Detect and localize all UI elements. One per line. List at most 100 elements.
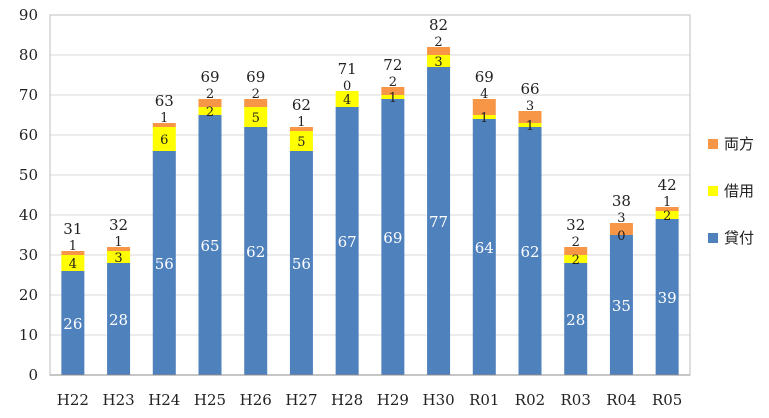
bar-label-R04-series-0: 35 (612, 297, 631, 315)
bar-label-R04-series-2: 3 (617, 211, 625, 226)
y-tick-label-60: 60 (19, 126, 38, 144)
bar-label-R05-series-0: 39 (658, 289, 677, 307)
x-tick-label-H29: H29 (377, 391, 409, 409)
plot-area-border (49, 14, 691, 376)
total-label-H29: 72 (383, 56, 402, 74)
bar-H26-series-0 (244, 127, 268, 375)
bars-layer (61, 47, 679, 375)
x-tick-label-R02: R02 (515, 391, 545, 409)
bar-label-H29-series-0: 69 (383, 229, 402, 247)
bar-R05-series-2 (655, 207, 679, 211)
y-tick-label-20: 20 (19, 286, 38, 304)
x-tick-label-H22: H22 (57, 391, 89, 409)
total-label-H22: 31 (63, 220, 82, 238)
bar-label-H28-series-2: 0 (343, 79, 351, 94)
bar-H24-series-1 (152, 127, 176, 151)
bar-R03-series-1 (564, 255, 588, 263)
y-tick-label-10: 10 (19, 326, 38, 344)
bar-label-H26-series-2: 2 (252, 87, 260, 102)
bar-R05-series-0 (655, 219, 679, 375)
bar-R03-series-0 (564, 263, 588, 375)
total-label-H24: 63 (155, 92, 174, 110)
bar-label-H25-series-2: 2 (206, 87, 214, 102)
bar-label-R02-series-1: 1 (526, 119, 534, 134)
x-tick-label-H27: H27 (285, 391, 317, 409)
x-tick-label-R01: R01 (469, 391, 499, 409)
legend-swatch-1 (708, 186, 718, 196)
bar-label-R04-series-1: 0 (617, 229, 625, 244)
bar-R01-series-0 (472, 119, 496, 375)
bar-label-H22-series-1: 4 (69, 257, 77, 272)
legend-label-0: 両方 (724, 135, 754, 153)
bar-label-H30-series-0: 77 (429, 213, 448, 231)
y-tick-label-30: 30 (19, 246, 38, 264)
bar-label-R02-series-0: 62 (520, 243, 539, 261)
bar-H22-series-1 (61, 255, 85, 271)
bar-label-R01-series-2: 4 (480, 87, 488, 102)
y-tick-label-80: 80 (19, 46, 38, 64)
bar-H30-series-1 (427, 55, 451, 67)
bar-label-H27-series-0: 56 (292, 255, 311, 273)
bar-H26-series-2 (244, 99, 268, 107)
bar-label-H30-series-2: 2 (434, 35, 442, 50)
legend-label-1: 借用 (724, 182, 754, 200)
bar-label-H23-series-1: 3 (114, 251, 122, 266)
bar-R02-series-2 (518, 111, 542, 123)
bar-H27-series-0 (289, 151, 313, 375)
bar-label-H22-series-2: 1 (69, 239, 77, 254)
bar-label-H27-series-1: 5 (297, 135, 305, 150)
bar-label-H29-series-1: 1 (389, 91, 397, 106)
bar-H25-series-2 (198, 99, 222, 107)
bar-label-H28-series-1: 4 (343, 93, 351, 108)
total-label-H26: 69 (246, 68, 265, 86)
bar-H27-series-1 (289, 131, 313, 151)
y-tick-label-50: 50 (19, 166, 38, 184)
labels-layer: 2641312831325661636522696252695651626740… (63, 16, 676, 333)
bar-label-R03-series-1: 2 (572, 253, 580, 268)
bar-H28-series-0 (335, 107, 359, 375)
legend-swatch-2 (708, 233, 718, 243)
bar-R05-series-1 (655, 211, 679, 219)
bar-label-R01-series-1: 1 (480, 111, 488, 126)
bar-label-H24-series-1: 6 (160, 133, 168, 148)
bar-label-R05-series-1: 2 (663, 209, 671, 224)
bar-label-H24-series-0: 56 (155, 255, 174, 273)
bar-label-R05-series-2: 1 (663, 195, 671, 210)
bar-label-H29-series-2: 2 (389, 75, 397, 90)
total-label-R04: 38 (612, 192, 631, 210)
bar-label-H27-series-2: 1 (297, 115, 305, 130)
total-label-H23: 32 (109, 216, 128, 234)
legend-label-2: 貸付 (724, 229, 754, 247)
x-tick-label-R05: R05 (652, 391, 682, 409)
bar-label-H26-series-0: 62 (246, 243, 265, 261)
bar-H29-series-2 (381, 87, 405, 95)
y-tick-label-90: 90 (19, 6, 38, 24)
bar-H29-series-1 (381, 95, 405, 99)
x-tick-label-R03: R03 (561, 391, 591, 409)
total-label-H30: 82 (429, 16, 448, 34)
bar-H26-series-1 (244, 107, 268, 127)
legend-swatch-0 (708, 139, 718, 149)
y-tick-label-70: 70 (19, 86, 38, 104)
y-tick-label-0: 0 (28, 366, 38, 384)
x-tick-label-H28: H28 (331, 391, 363, 409)
y-tick-label-40: 40 (19, 206, 38, 224)
bar-H25-series-1 (198, 107, 222, 115)
bar-label-H22-series-0: 26 (63, 315, 82, 333)
bar-R04-series-0 (609, 235, 633, 375)
bar-label-R02-series-2: 3 (526, 99, 534, 114)
bar-label-R03-series-2: 2 (572, 235, 580, 250)
total-label-R01: 69 (475, 68, 494, 86)
bar-H23-series-2 (107, 247, 131, 251)
total-label-R05: 42 (658, 176, 677, 194)
bar-R01-series-1 (472, 115, 496, 119)
x-tick-label-H23: H23 (102, 391, 134, 409)
bar-H27-series-2 (289, 127, 313, 131)
grid-layer (50, 14, 690, 336)
bar-R02-series-1 (518, 123, 542, 127)
bar-H22-series-2 (61, 251, 85, 255)
bar-R03-series-2 (564, 247, 588, 255)
